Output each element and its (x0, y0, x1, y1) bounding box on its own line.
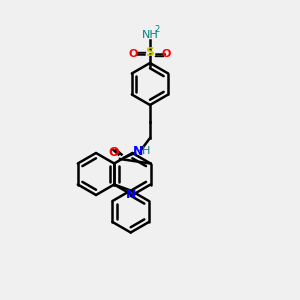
Text: N: N (126, 188, 136, 202)
Text: S: S (146, 46, 154, 59)
Text: 2: 2 (155, 26, 160, 34)
Text: O: O (129, 49, 138, 59)
Text: NH: NH (142, 29, 158, 40)
Text: O: O (109, 146, 119, 160)
Text: N: N (133, 145, 143, 158)
Text: H: H (142, 146, 151, 157)
Text: O: O (162, 49, 171, 59)
